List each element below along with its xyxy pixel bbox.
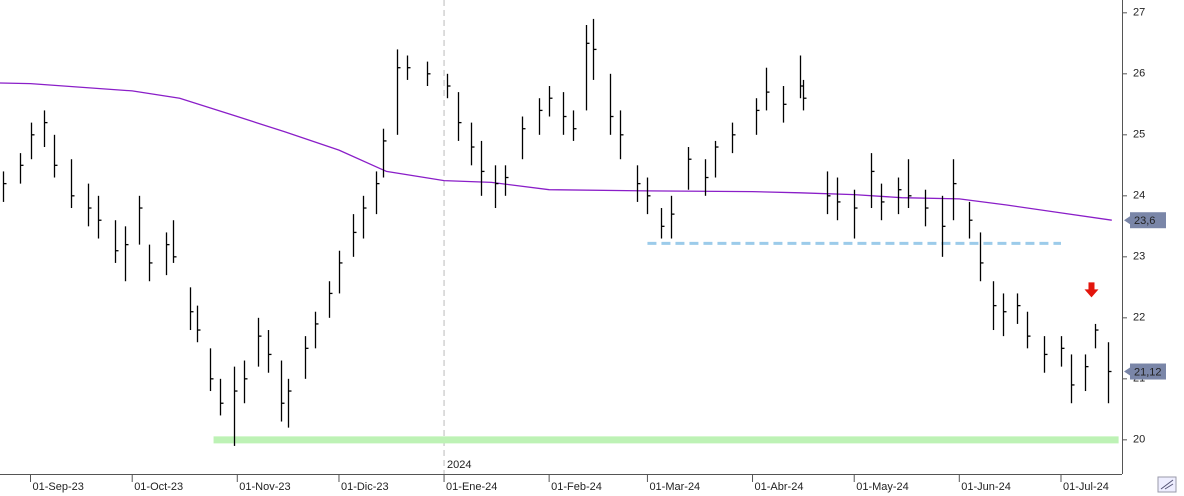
year-label: 2024 xyxy=(447,459,471,471)
x-tick-label: 01-May-24 xyxy=(856,481,909,493)
y-tick-label: 26 xyxy=(1133,68,1145,80)
y-tick-label: 24 xyxy=(1133,190,1145,202)
label-box xyxy=(1130,363,1166,380)
x-tick-label: 01-Jul-24 xyxy=(1063,481,1109,493)
last-value-label: 21,12 xyxy=(1134,366,1162,378)
y-tick-label: 27 xyxy=(1133,7,1145,19)
x-tick-label: 01-Ene-24 xyxy=(446,481,497,493)
corner-icon xyxy=(1160,479,1174,490)
x-tick-label: 01-Oct-23 xyxy=(134,481,183,493)
x-tick-label: 01-Feb-24 xyxy=(551,481,602,493)
label-box xyxy=(1130,212,1166,229)
y-tick-label: 22 xyxy=(1133,312,1145,324)
y-tick-label: 25 xyxy=(1133,129,1145,141)
label-pointer xyxy=(1124,216,1130,225)
moving-average xyxy=(0,82,1112,221)
y-tick-label: 23 xyxy=(1133,251,1145,263)
x-tick-label: 01-Abr-24 xyxy=(755,481,804,493)
x-tick-label: 01-Nov-23 xyxy=(239,481,290,493)
x-tick-label: 01-Dic-23 xyxy=(341,481,389,493)
y-tick-label: 20 xyxy=(1133,434,1145,446)
last-value-label: 23,6 xyxy=(1134,215,1155,227)
x-tick-label: 01-Jun-24 xyxy=(961,481,1011,493)
signal-arrow xyxy=(1084,282,1099,298)
label-pointer xyxy=(1124,367,1130,376)
x-tick-label: 01-Mar-24 xyxy=(649,481,700,493)
x-tick-label: 01-Sep-23 xyxy=(33,481,84,493)
